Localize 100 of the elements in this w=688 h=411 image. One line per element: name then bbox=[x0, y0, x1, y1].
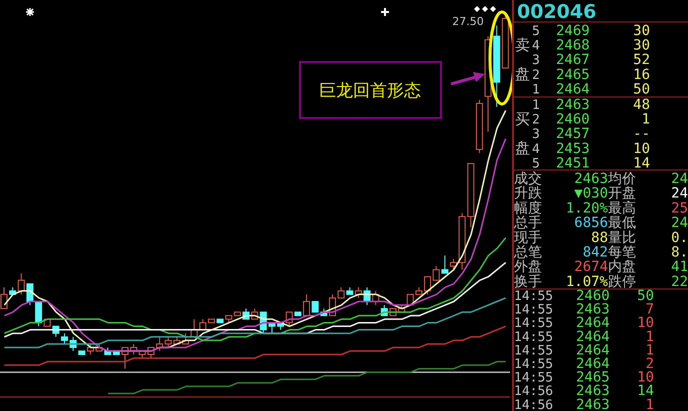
text: 1 bbox=[532, 98, 540, 113]
text: 成交 bbox=[514, 171, 542, 187]
text: 2469 bbox=[556, 23, 590, 39]
text: 2463 bbox=[576, 302, 610, 318]
text: 2464 bbox=[576, 356, 610, 372]
text: 幅度 bbox=[514, 200, 542, 216]
text: 2467 bbox=[556, 52, 590, 68]
text: 0. bbox=[671, 230, 688, 246]
text: 总手 bbox=[513, 215, 542, 232]
text: 2453 bbox=[556, 140, 590, 157]
text: 8. bbox=[671, 244, 688, 260]
candlestick bbox=[312, 301, 319, 313]
text: 2464 bbox=[576, 315, 610, 332]
text: 10 bbox=[637, 315, 654, 332]
candlestick bbox=[18, 272, 25, 295]
text: 2674 bbox=[574, 259, 608, 276]
text: 买 bbox=[515, 110, 530, 128]
text: 2464 bbox=[576, 328, 610, 345]
text: 24 bbox=[671, 215, 688, 232]
text: 2465 bbox=[576, 370, 610, 386]
text: 4 bbox=[532, 38, 540, 54]
text: -- bbox=[633, 126, 650, 142]
text: 24 bbox=[671, 171, 688, 187]
text: 16 bbox=[633, 66, 650, 83]
text: 25 bbox=[671, 200, 688, 216]
text: 50 bbox=[633, 81, 650, 98]
text: 48 bbox=[633, 97, 650, 113]
text: 2468 bbox=[556, 38, 590, 54]
text: 均价 bbox=[607, 171, 636, 187]
text: 41 bbox=[671, 259, 688, 276]
text: 1 bbox=[646, 342, 654, 358]
text: 跌停 bbox=[608, 274, 636, 290]
annotation: 巨龙回首形态 bbox=[319, 81, 421, 101]
text: 5 bbox=[532, 24, 540, 39]
text: 外盘 bbox=[514, 259, 542, 276]
text: 842 bbox=[582, 244, 608, 260]
text: 2464 bbox=[576, 342, 610, 358]
text: 卖 bbox=[515, 36, 530, 54]
text: 14:55 bbox=[514, 370, 554, 386]
text: 50 bbox=[637, 288, 654, 304]
text: 14:55 bbox=[514, 357, 554, 372]
text: 2465 bbox=[556, 66, 590, 83]
text: 1 bbox=[646, 328, 654, 345]
text: 盘 bbox=[515, 139, 530, 157]
text: 52 bbox=[633, 52, 650, 68]
text: 1.07% bbox=[566, 274, 609, 290]
text: 现手 bbox=[514, 230, 542, 246]
text: 14:56 bbox=[514, 384, 554, 400]
candlestick bbox=[450, 258, 457, 270]
text: 量比 bbox=[608, 230, 636, 246]
text: 3 bbox=[532, 53, 540, 68]
text: 2 bbox=[646, 356, 654, 372]
text: 22 bbox=[671, 274, 688, 290]
text: 6856 bbox=[574, 215, 608, 232]
text: 2464 bbox=[556, 81, 590, 98]
text: 总笔 bbox=[513, 244, 542, 260]
text: 最低 bbox=[608, 215, 636, 232]
text: 5 bbox=[532, 156, 540, 172]
text: 开盘 bbox=[608, 186, 636, 202]
text: 14:56 bbox=[514, 398, 554, 411]
text: 30 bbox=[633, 23, 650, 39]
text: 换手 bbox=[514, 274, 542, 290]
annotation: 27.50 bbox=[452, 15, 484, 28]
text: 14:55 bbox=[514, 343, 554, 358]
text: 每笔 bbox=[608, 244, 636, 260]
text: 升跌 bbox=[514, 186, 542, 202]
text: 2 bbox=[532, 112, 540, 128]
text: 2463 bbox=[576, 396, 610, 411]
text: 2460 bbox=[556, 112, 590, 128]
text: 2463 bbox=[576, 383, 610, 400]
text: 10 bbox=[633, 140, 650, 157]
text: 最高 bbox=[608, 200, 636, 216]
text: 2 bbox=[532, 68, 540, 83]
text: 24 bbox=[671, 186, 688, 202]
text: 2463 bbox=[574, 171, 608, 187]
text: 2463 bbox=[556, 97, 590, 113]
text: 14:55 bbox=[514, 302, 554, 318]
text: 内盘 bbox=[608, 259, 636, 276]
text: 2460 bbox=[576, 288, 610, 304]
text: 2457 bbox=[556, 126, 590, 142]
text: ▼030 bbox=[574, 186, 608, 202]
text: 盘 bbox=[515, 65, 530, 83]
text: 14 bbox=[637, 383, 654, 400]
text: 7 bbox=[646, 302, 654, 318]
text: 1.20% bbox=[566, 200, 609, 216]
text: 14:55 bbox=[514, 289, 554, 304]
text: 88 bbox=[591, 230, 608, 246]
text: 30 bbox=[633, 38, 650, 54]
candlestick bbox=[441, 255, 448, 274]
text: 2451 bbox=[556, 155, 590, 172]
text: 10 bbox=[637, 370, 654, 386]
text: 1 bbox=[642, 112, 650, 128]
text: 3 bbox=[532, 127, 540, 142]
text: 14:55 bbox=[514, 330, 554, 345]
text: 14 bbox=[633, 155, 650, 172]
text: 002046 bbox=[517, 1, 596, 23]
text: 14:55 bbox=[514, 316, 554, 332]
text: 1 bbox=[532, 82, 540, 98]
text: 1 bbox=[646, 396, 654, 411]
candlestick bbox=[303, 294, 310, 316]
